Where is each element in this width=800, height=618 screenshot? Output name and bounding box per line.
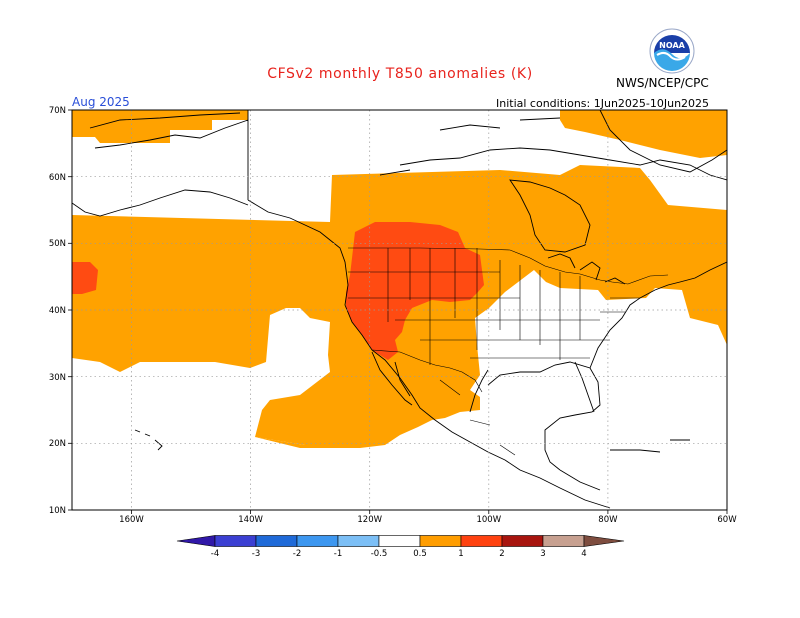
colorbar: -4 -3 -2 -1 -0.5 0.5 1 2 3 4: [176, 535, 625, 559]
lat-label: 70N: [49, 106, 66, 116]
lon-label: 160W: [119, 515, 144, 525]
colorbar-left-arrow: [176, 535, 216, 547]
colorbar-tick-label: -2: [293, 549, 301, 559]
anomaly-1-to-2-region: [72, 222, 484, 360]
colorbar-tick-label: 2: [499, 549, 504, 559]
colorbar-tick-label: -3: [252, 549, 260, 559]
axis-ticks: [68, 109, 728, 514]
lat-label: 30N: [49, 373, 66, 383]
valid-month-label: Aug 2025: [72, 95, 130, 109]
colorbar-tick-label: -1: [334, 549, 342, 559]
lat-label: 10N: [49, 506, 66, 516]
coastlines: [72, 110, 727, 509]
colorbar-tick-label: 1: [458, 549, 463, 559]
graticule: [72, 110, 727, 510]
colorbar-segment: [214, 535, 257, 547]
colorbar-tick-label: 4: [581, 549, 586, 559]
lat-label: 60N: [49, 173, 66, 183]
lat-label: 50N: [49, 239, 66, 249]
lon-label: 80W: [598, 515, 618, 525]
anomaly-field: [72, 110, 727, 448]
agency-label: NWS/NCEP/CPC: [616, 76, 709, 90]
noaa-logo-icon: NOAA: [649, 28, 695, 74]
lon-label: 120W: [357, 515, 382, 525]
political-borders: [348, 247, 669, 456]
latitude-labels: 70N 60N 50N 40N 30N 20N 10N: [49, 106, 66, 516]
colorbar-tick-label: -4: [211, 549, 219, 559]
lon-label: 100W: [476, 515, 501, 525]
colorbar-segment: [501, 535, 544, 547]
lon-label: 60W: [717, 515, 737, 525]
colorbar-segment: [378, 535, 421, 547]
colorbar-segment: [337, 535, 380, 547]
colorbar-segment: [460, 535, 503, 547]
colorbar-segment: [419, 535, 462, 547]
colorbar-tick-label: 0.5: [413, 549, 427, 559]
colorbar-tick-label: -0.5: [371, 549, 388, 559]
colorbar-segment: [255, 535, 298, 547]
lat-label: 20N: [49, 439, 66, 449]
longitude-labels: 160W 140W 120W 100W 80W 60W: [119, 515, 737, 525]
map-title: CFSv2 monthly T850 anomalies (K): [267, 66, 533, 82]
lon-label: 140W: [238, 515, 263, 525]
colorbar-segment: [296, 535, 339, 547]
colorbar-tick-label: 3: [540, 549, 545, 559]
colorbar-right-arrow: [583, 535, 625, 547]
colorbar-segment: [542, 535, 585, 547]
lat-label: 40N: [49, 306, 66, 316]
initial-conditions-label: Initial conditions: 1Jun2025-10Jun2025: [496, 97, 710, 110]
svg-text:NOAA: NOAA: [659, 41, 685, 50]
